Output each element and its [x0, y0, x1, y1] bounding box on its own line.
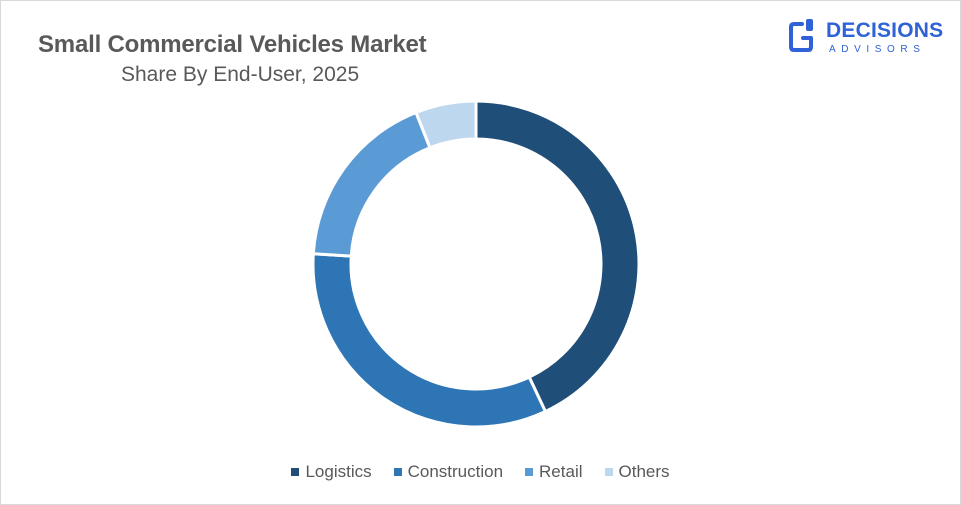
- legend-item-construction: Construction: [393, 462, 504, 482]
- chart-subtitle: Share By End-User, 2025: [121, 63, 360, 86]
- logo-wordmark: DECISIONS: [826, 19, 944, 42]
- brand-logo: DECISIONS ADVISORS: [788, 16, 948, 60]
- legend-swatch-construction: [393, 468, 402, 476]
- legend-swatch-retail: [525, 468, 534, 476]
- decisions-advisors-logo-icon: [789, 19, 813, 52]
- logo-tagline: ADVISORS: [829, 44, 926, 55]
- donut-slice-construction: [311, 252, 548, 429]
- legend-label-logistics: Logistics: [305, 462, 372, 481]
- chart-legend: Logistics Construction Retail Others: [0, 462, 961, 482]
- legend-label-construction: Construction: [407, 462, 504, 481]
- donut-slice-logistics: [474, 99, 641, 414]
- legend-label-others: Others: [618, 462, 670, 481]
- donut-slice-others: [414, 99, 478, 150]
- legend-swatch-logistics: [291, 468, 300, 476]
- donut-slice-retail: [311, 110, 432, 258]
- chart-title: Small Commercial Vehicles Market: [38, 31, 427, 58]
- legend-item-retail: Retail: [525, 462, 583, 482]
- legend-item-others: Others: [604, 462, 670, 482]
- legend-swatch-others: [604, 468, 613, 476]
- legend-label-retail: Retail: [539, 462, 583, 481]
- legend-item-logistics: Logistics: [291, 462, 372, 482]
